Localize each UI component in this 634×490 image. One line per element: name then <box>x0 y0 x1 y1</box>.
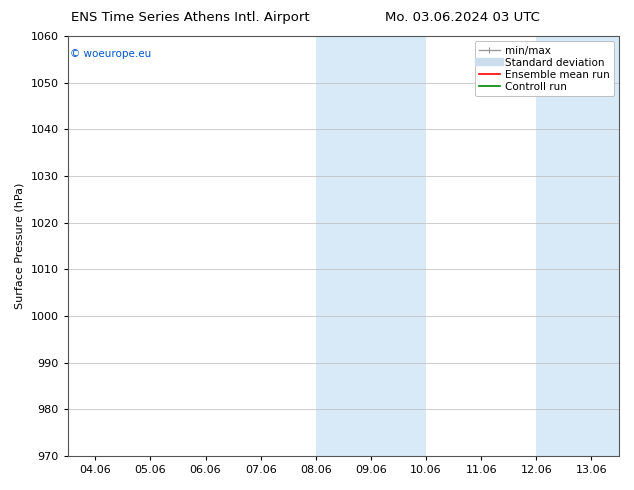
Bar <box>536 36 592 456</box>
Y-axis label: Surface Pressure (hPa): Surface Pressure (hPa) <box>15 183 25 309</box>
Bar <box>592 36 634 456</box>
Text: ENS Time Series Athens Intl. Airport: ENS Time Series Athens Intl. Airport <box>71 11 309 24</box>
Bar <box>371 36 426 456</box>
Legend: min/max, Standard deviation, Ensemble mean run, Controll run: min/max, Standard deviation, Ensemble me… <box>475 41 614 96</box>
Text: Mo. 03.06.2024 03 UTC: Mo. 03.06.2024 03 UTC <box>385 11 540 24</box>
Bar <box>316 36 371 456</box>
Text: © woeurope.eu: © woeurope.eu <box>70 49 152 59</box>
